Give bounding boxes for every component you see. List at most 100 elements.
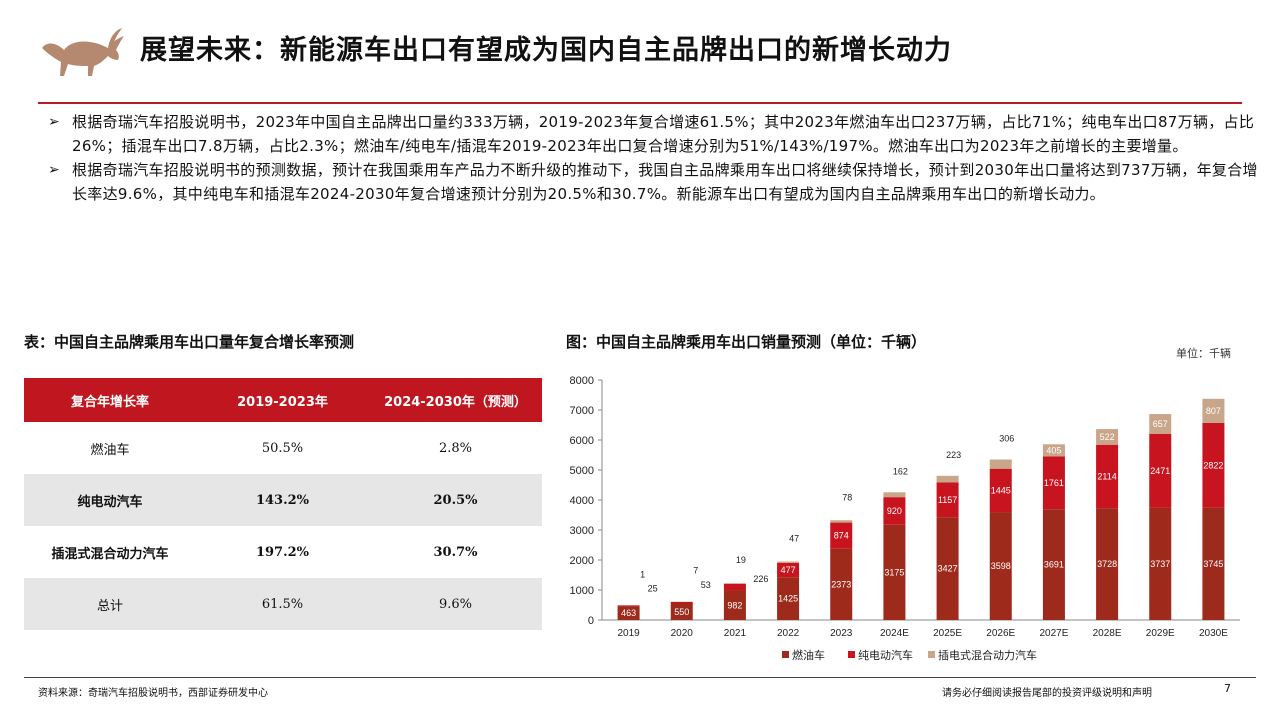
data-label-phev: 522: [1100, 432, 1115, 442]
data-label-phev: 78: [842, 492, 852, 502]
bar-segment-phev: [936, 475, 959, 483]
bar-segment-phev: [1042, 444, 1065, 457]
bar-segment-ice: [1042, 509, 1065, 620]
x-tick-label: 2023: [830, 628, 853, 639]
bar-segment-phev: [1202, 398, 1225, 423]
page-title: 展望未来：新能源车出口有望成为国内自主品牌出口的新增长动力: [140, 35, 952, 66]
data-label-bev: 53: [701, 580, 711, 590]
row-label: 总计: [24, 578, 196, 630]
bullet-item: ➢ 根据奇瑞汽车招股说明书的预测数据，预计在我国乘用车产品力不断升级的推动下，我…: [48, 158, 1260, 206]
bar-segment-ice: [883, 524, 906, 620]
table-header-row: 复合年增长率 2019-2023年 2024-2030年（预测）: [24, 378, 542, 422]
data-label-ice: 463: [621, 608, 636, 618]
page-number: 7: [1224, 682, 1231, 695]
bar-segment-ice: [777, 577, 800, 620]
legend-label: 插电式混合动力汽车: [938, 648, 1037, 662]
bar-segment-ice: [1202, 507, 1225, 620]
data-label-ice: 1425: [778, 594, 798, 604]
bar-segment-ice: [723, 590, 746, 620]
x-tick-label: 2030E: [1199, 628, 1228, 639]
legend-label: 燃油车: [792, 648, 825, 662]
legend-label: 纯电动汽车: [858, 648, 913, 662]
data-label-phev: 1: [640, 569, 645, 579]
header-cell: 2024-2030年（预测）: [369, 378, 542, 422]
bar-segment-phev: [883, 492, 906, 498]
row-label: 纯电动汽车: [24, 474, 196, 526]
data-label-ice: 2373: [831, 579, 851, 589]
data-label-ice: 3728: [1097, 559, 1117, 569]
bar-segment-bev: [936, 482, 959, 518]
data-label-phev: 19: [736, 555, 746, 565]
data-label-ice: 3691: [1044, 560, 1064, 570]
arrow-bullet-icon: ➢: [48, 162, 60, 178]
data-label-bev: 1761: [1044, 478, 1064, 488]
x-tick-label: 2024E: [880, 628, 909, 639]
data-label-phev: 306: [999, 434, 1014, 444]
y-tick-label: 6000: [570, 435, 594, 447]
y-tick-label: 0: [588, 615, 594, 627]
row-label: 燃油车: [90, 442, 130, 458]
bar-segment-bev: [1149, 433, 1172, 508]
legend-swatch: [928, 651, 935, 658]
y-tick-label: 1000: [570, 585, 594, 597]
y-tick-label: 8000: [570, 375, 594, 387]
bar-segment-ice: [936, 517, 959, 620]
x-tick-label: 2027E: [1039, 628, 1068, 639]
x-tick-label: 2019: [617, 628, 640, 639]
data-label-bev: 226: [753, 574, 768, 584]
data-label-ice: 550: [674, 607, 689, 617]
data-label-bev: 920: [887, 506, 902, 516]
bull-logo: [42, 28, 124, 76]
x-tick-label: 2021: [724, 628, 747, 639]
cell-value: 61.5%: [196, 578, 369, 630]
cell-value: 2.8%: [438, 440, 473, 456]
data-label-bev: 2471: [1150, 466, 1170, 476]
header-cell: 复合年增长率: [24, 378, 196, 422]
table-title: 表：中国自主品牌乘用车出口量年复合增长率预测: [24, 333, 355, 351]
bar-segment-phev: [1149, 414, 1172, 434]
bar-segment-phev: [777, 561, 800, 563]
bar-segment-bev: [830, 522, 853, 549]
data-label-bev: 1157: [938, 495, 957, 505]
cell-value: 50.5%: [261, 440, 304, 456]
data-label-phev: 223: [946, 450, 961, 460]
data-label-ice: 3175: [884, 567, 904, 577]
bullet-text: 根据奇瑞汽车招股说明书的预测数据，预计在我国乘用车产品力不断升级的推动下，我国自…: [72, 161, 1258, 203]
table-row: 插混式混合动力汽车 197.2% 30.7%: [24, 526, 542, 578]
bar-segment-phev: [830, 520, 853, 523]
y-tick-label: 3000: [570, 525, 594, 537]
y-tick-label: 5000: [570, 465, 594, 477]
data-label-phev: 657: [1153, 419, 1168, 429]
table-row: 纯电动汽车 143.2% 20.5%: [24, 474, 542, 526]
table-row: 总计 61.5% 9.6%: [24, 578, 542, 630]
cell-value: 30.7%: [433, 544, 478, 560]
bar-segment-bev: [989, 468, 1012, 513]
bar-segment-bev: [777, 562, 800, 578]
data-label-ice: 3427: [938, 564, 958, 574]
y-tick-label: 4000: [570, 495, 594, 507]
title-divider: [38, 102, 1242, 104]
arrow-bullet-icon: ➢: [48, 114, 60, 130]
bar-segment-ice: [670, 603, 693, 620]
data-label-ice: 3598: [991, 561, 1011, 571]
data-label-bev: 2822: [1203, 460, 1223, 470]
data-label-bev: 1445: [991, 485, 1011, 495]
row-label: 插混式混合动力汽车: [51, 546, 169, 562]
data-label-bev: 2114: [1097, 471, 1116, 481]
bar-segment-ice: [1096, 508, 1119, 620]
bar-segment-phev: [989, 459, 1012, 469]
data-label-phev: 7: [693, 566, 698, 576]
legend-swatch: [848, 651, 855, 658]
legend-swatch: [782, 651, 789, 658]
bar-segment-ice: [989, 512, 1012, 620]
x-tick-label: 2022: [777, 628, 800, 639]
cagr-table: 复合年增长率 2019-2023年 2024-2030年（预测） 燃油车 50.…: [24, 378, 542, 630]
bar-segment-bev: [670, 601, 693, 604]
data-label-phev: 405: [1046, 445, 1061, 455]
bullet-list: ➢ 根据奇瑞汽车招股说明书，2023年中国自主品牌出口量约333万辆，2019-…: [48, 110, 1260, 206]
source-note: 资料来源：奇瑞汽车招股说明书，西部证券研发中心: [38, 688, 268, 699]
data-label-ice: 982: [727, 600, 742, 610]
y-tick-label: 7000: [570, 405, 594, 417]
bar-segment-ice: [617, 606, 640, 620]
bar-segment-ice: [830, 548, 853, 620]
